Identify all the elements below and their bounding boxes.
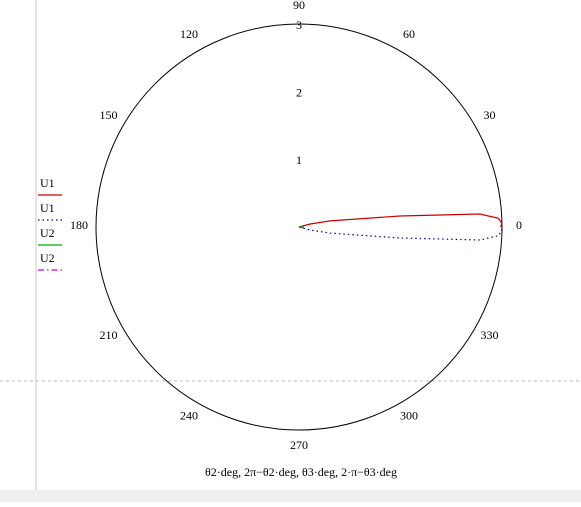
angle-tick-label: 300 <box>400 408 418 422</box>
r-tick-label: 3 <box>296 18 302 32</box>
r-tick-label: 2 <box>296 85 302 99</box>
angle-tick-label: 330 <box>481 328 499 342</box>
series-line <box>298 213 503 228</box>
angle-tick-label: 60 <box>403 27 415 41</box>
angle-tick-label: 150 <box>99 108 117 122</box>
angle-tick-label: 120 <box>180 27 198 41</box>
r-tick-label: 1 <box>296 153 302 167</box>
polar-frame <box>95 23 503 431</box>
angle-tick-label: 0 <box>516 218 522 232</box>
angle-tick-label: 270 <box>290 438 308 452</box>
series-line <box>298 226 503 241</box>
angle-tick-label: 90 <box>293 0 305 12</box>
status-strip <box>0 490 581 502</box>
x-label: θ2·deg, 2π−θ2·deg, θ3·deg, 2·π−θ3·deg <box>205 465 397 479</box>
angle-tick-label: 240 <box>180 408 198 422</box>
angle-tick-label: 210 <box>99 328 117 342</box>
angle-tick-label: 180 <box>70 218 88 232</box>
angle-tick-label: 30 <box>484 108 496 122</box>
legend-label: U2 <box>40 251 55 265</box>
legend-label: U1 <box>40 176 55 190</box>
legend-label: U2 <box>40 226 55 240</box>
series-line <box>298 226 305 229</box>
legend-label: U1 <box>40 201 55 215</box>
